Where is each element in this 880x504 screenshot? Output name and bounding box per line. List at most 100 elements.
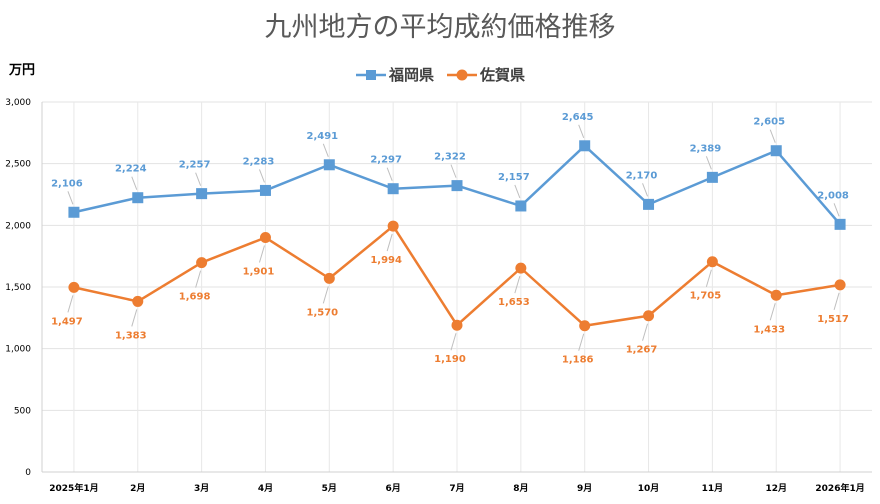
y-tick-label: 500 xyxy=(14,406,31,416)
y-axis-ticks: 0 500 1,000 1,500 2,000 2,500 3,000 xyxy=(5,98,31,478)
data-label-leader-saga xyxy=(833,292,840,311)
data-label-saga: 1,190 xyxy=(434,354,466,365)
data-label-leader-saga xyxy=(386,233,393,252)
data-label-leader-saga xyxy=(450,333,457,351)
data-point-fukuoka xyxy=(706,171,718,183)
chart-title: 九州地方の平均成約価格推移 xyxy=(265,12,616,43)
data-label-leader-fukuoka xyxy=(578,124,585,138)
data-label-saga: 1,653 xyxy=(498,297,530,308)
data-label-leader-saga xyxy=(578,333,585,351)
legend-marker-saga xyxy=(456,69,468,81)
y-axis-unit-label: 万円 xyxy=(8,63,35,78)
data-label-fukuoka: 2,008 xyxy=(817,190,849,201)
x-tick-label: 3月 xyxy=(194,483,209,494)
x-tick-label: 2025年1月 xyxy=(49,482,98,494)
data-point-saga xyxy=(515,262,527,274)
data-label-fukuoka: 2,645 xyxy=(562,112,594,123)
data-point-fukuoka xyxy=(387,183,399,195)
data-point-fukuoka xyxy=(834,218,846,230)
data-point-fukuoka xyxy=(515,200,527,212)
y-tick-label: 3,000 xyxy=(5,98,31,108)
data-label-leader-fukuoka xyxy=(833,203,840,217)
data-label-leader-fukuoka xyxy=(450,164,457,178)
x-tick-label: 2月 xyxy=(130,483,145,494)
data-label-leader-fukuoka xyxy=(642,183,649,197)
x-tick-label: 6月 xyxy=(386,483,401,494)
data-label-leader-saga xyxy=(642,323,649,341)
data-label-fukuoka: 2,297 xyxy=(370,155,402,166)
data-point-fukuoka xyxy=(196,188,208,200)
legend-marker-fukuoka xyxy=(366,70,376,80)
data-label-fukuoka: 2,605 xyxy=(753,117,785,128)
data-label-fukuoka: 2,257 xyxy=(179,160,211,171)
y-tick-label: 1,000 xyxy=(5,345,31,355)
data-label-fukuoka: 2,322 xyxy=(434,152,466,163)
data-label-fukuoka: 2,224 xyxy=(115,164,147,175)
legend-label-saga: 佐賀県 xyxy=(479,66,525,84)
data-label-leader-fukuoka xyxy=(258,169,265,183)
data-point-saga xyxy=(387,220,399,232)
y-tick-label: 1,500 xyxy=(5,283,31,293)
data-label-saga: 1,698 xyxy=(179,292,211,303)
x-tick-label: 7月 xyxy=(449,483,464,494)
data-label-leader-fukuoka xyxy=(67,191,74,205)
x-tick-label: 10月 xyxy=(638,483,660,494)
legend-label-fukuoka: 福岡県 xyxy=(388,66,434,84)
data-label-leader-fukuoka xyxy=(195,172,202,186)
x-tick-label: 11月 xyxy=(702,483,724,494)
data-label-saga: 1,433 xyxy=(753,324,785,335)
data-label-leader-fukuoka xyxy=(769,129,776,143)
data-point-saga xyxy=(323,272,335,284)
data-point-fukuoka xyxy=(323,159,335,171)
data-label-leader-saga xyxy=(769,303,776,321)
data-point-saga xyxy=(132,295,144,307)
data-label-leader-saga xyxy=(258,245,265,263)
data-label-leader-fukuoka xyxy=(514,184,521,199)
data-point-saga xyxy=(643,310,655,322)
data-label-saga: 1,497 xyxy=(51,316,83,327)
y-tick-label: 2,500 xyxy=(5,160,31,170)
data-label-saga: 1,517 xyxy=(817,314,849,325)
data-label-leader-saga xyxy=(131,309,138,327)
x-gridlines xyxy=(73,102,841,472)
data-label-saga: 1,901 xyxy=(243,267,275,278)
data-label-saga: 1,383 xyxy=(115,330,147,341)
data-point-saga xyxy=(259,232,271,244)
data-label-fukuoka: 2,170 xyxy=(626,170,658,181)
data-label-fukuoka: 2,283 xyxy=(243,156,275,167)
data-point-saga xyxy=(834,279,846,291)
y-tick-label: 0 xyxy=(25,468,31,478)
legend: 福岡県 佐賀県 xyxy=(356,66,525,84)
data-point-fukuoka xyxy=(451,180,463,192)
x-tick-label: 9月 xyxy=(577,483,592,494)
data-label-saga: 1,186 xyxy=(562,355,594,366)
legend-item-fukuoka: 福岡県 xyxy=(356,66,434,84)
data-label-fukuoka: 2,157 xyxy=(498,172,530,183)
x-tick-label: 4月 xyxy=(258,483,273,494)
data-label-leader-saga xyxy=(514,275,521,294)
data-point-saga xyxy=(706,256,718,268)
data-point-saga xyxy=(68,281,80,293)
data-label-saga: 1,705 xyxy=(690,291,722,302)
axes xyxy=(41,102,872,473)
data-point-fukuoka xyxy=(68,206,80,218)
y-tick-label: 2,000 xyxy=(5,221,31,231)
data-label-leader-fukuoka xyxy=(705,156,712,170)
legend-item-saga: 佐賀県 xyxy=(447,66,525,84)
data-label-fukuoka: 2,491 xyxy=(306,131,338,142)
data-label-saga: 1,994 xyxy=(370,255,402,266)
x-tick-label: 12月 xyxy=(765,483,787,494)
data-label-fukuoka: 2,106 xyxy=(51,178,83,189)
data-point-fukuoka xyxy=(132,192,144,204)
series-layer xyxy=(68,140,846,332)
x-axis-ticks: 2025年1月 2月 3月 4月 5月 6月 7月 8月 9月 10月 11月 12月 2026年1月 xyxy=(49,482,864,494)
data-point-saga xyxy=(196,257,208,269)
data-point-saga xyxy=(579,320,591,332)
data-label-leader-saga xyxy=(705,269,712,287)
data-point-fukuoka xyxy=(770,145,782,157)
data-label-saga: 1,267 xyxy=(626,345,658,356)
x-tick-label: 2026年1月 xyxy=(815,482,864,494)
x-tick-label: 8月 xyxy=(513,483,528,494)
data-label-leader-saga xyxy=(67,295,74,313)
data-label-leader-saga xyxy=(195,270,202,288)
